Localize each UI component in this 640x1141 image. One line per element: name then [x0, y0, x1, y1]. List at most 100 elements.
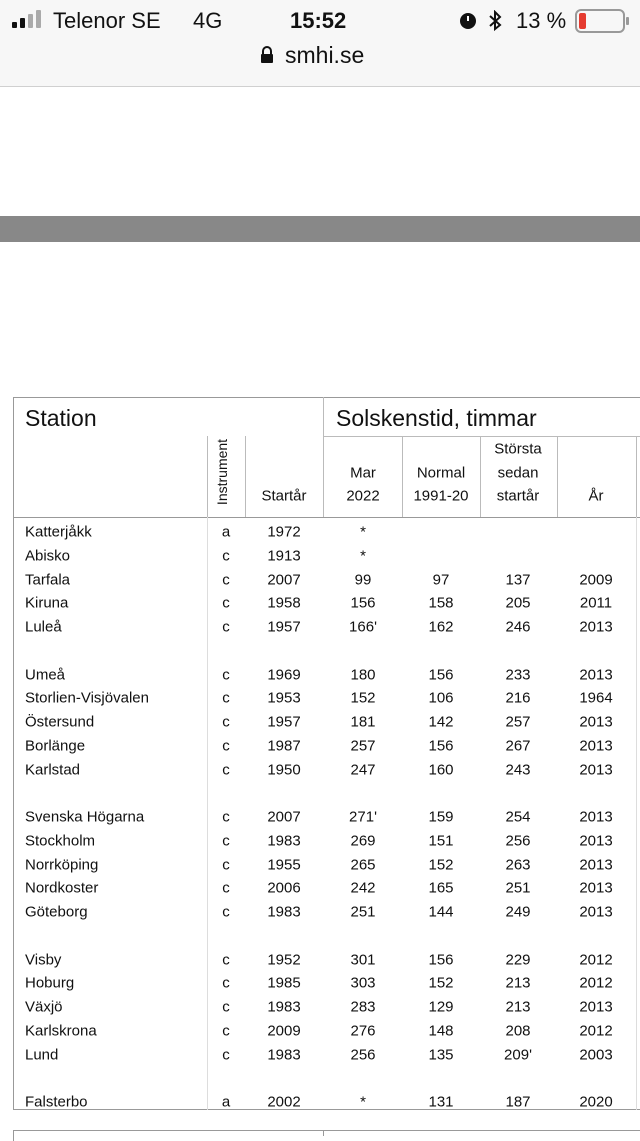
- column-header: Normal: [416, 464, 466, 481]
- table-cell: 283: [350, 998, 376, 1016]
- table-cell: 1983: [267, 998, 301, 1016]
- table-cell: c: [222, 547, 230, 565]
- column-header: 1991-20: [413, 487, 469, 505]
- table-cell: 156: [428, 666, 454, 683]
- table-cell: 303: [350, 974, 376, 992]
- table-cell: 2011: [579, 594, 613, 612]
- station-name: Göteborg: [25, 903, 88, 921]
- table-cell: 213: [505, 998, 531, 1016]
- status-icons: [460, 10, 502, 32]
- table-cell: 187: [505, 1093, 531, 1111]
- table-cell: c: [222, 594, 230, 612]
- table-cell: 1953: [267, 689, 301, 707]
- table-cell: 2012: [579, 1022, 613, 1040]
- lock-icon: [261, 46, 273, 63]
- table-cell: 265: [350, 856, 376, 873]
- table-cell: 1972: [267, 523, 301, 541]
- table-cell: c: [222, 761, 230, 778]
- url[interactable]: smhi.se: [285, 42, 365, 68]
- table-cell: 1985: [267, 974, 301, 992]
- column-header: sedan: [497, 464, 539, 481]
- table-cell: 1952: [267, 951, 301, 968]
- table-cell: c: [222, 951, 230, 968]
- table-rule: [323, 397, 324, 517]
- table-rule: [245, 436, 246, 517]
- station-name: Lund: [25, 1046, 59, 1063]
- table-cell: 151: [428, 832, 454, 850]
- table-cell: 156: [428, 737, 454, 755]
- table-cell: 2013: [579, 761, 613, 778]
- table-rule: [557, 436, 558, 517]
- table-cell: 166': [349, 618, 377, 636]
- table-cell: 142: [428, 713, 454, 731]
- table-cell: 213: [505, 974, 531, 992]
- table: [13, 397, 640, 1110]
- table-cell: 1983: [267, 903, 301, 921]
- table-cell: 148: [428, 1022, 454, 1040]
- station-name: Växjö: [25, 998, 63, 1016]
- table-cell: 2006: [267, 879, 301, 897]
- clock: 15:52: [290, 8, 347, 33]
- station-header: Station: [25, 405, 97, 431]
- table-cell: 2012: [579, 951, 613, 968]
- station-name: Storlien-Visjövalen: [25, 689, 149, 707]
- station-name: Kiruna: [25, 594, 69, 612]
- table-cell: c: [222, 618, 230, 636]
- table-cell: c: [222, 737, 230, 755]
- table-cell: 2013: [579, 856, 613, 873]
- table-cell: 251: [505, 879, 531, 897]
- table-cell: 106: [428, 689, 454, 707]
- table-cell: c: [222, 689, 230, 707]
- table-cell: *: [360, 1093, 366, 1111]
- table-cell: 2013: [579, 666, 613, 683]
- table-cell: 251: [350, 903, 376, 921]
- table-cell: 257: [505, 713, 531, 731]
- station-name: Norrköping: [25, 856, 99, 873]
- table-cell: 160: [428, 761, 454, 778]
- table-rule: [323, 436, 640, 437]
- table-cell: 243: [505, 761, 531, 778]
- table-rule: [13, 517, 640, 518]
- table-cell: 1983: [267, 832, 301, 850]
- table-cell: 257: [350, 737, 376, 755]
- table-cell: c: [222, 974, 230, 992]
- table-cell: *: [360, 523, 366, 541]
- table-cell: 269: [350, 832, 376, 850]
- station-name: Falsterbo: [25, 1093, 88, 1111]
- table-cell: 152: [428, 974, 454, 992]
- carrier: Telenor SE: [53, 8, 161, 33]
- table-cell: 2013: [579, 808, 613, 826]
- table-cell: c: [222, 713, 230, 731]
- table-cell: 1958: [267, 594, 301, 612]
- table-rule: [636, 436, 637, 517]
- table-cell: 2002: [267, 1093, 301, 1111]
- table-cell: 2012: [579, 974, 613, 992]
- table-cell: 137: [505, 571, 531, 588]
- table-rule: [207, 436, 208, 517]
- network: 4G: [193, 8, 223, 33]
- station-name: Karlstad: [25, 761, 81, 778]
- table-cell: *: [360, 547, 366, 565]
- table-cell: 271': [349, 808, 377, 826]
- table-cell: 256: [350, 1046, 376, 1063]
- table-cell: 254: [505, 808, 531, 826]
- table-cell: 242: [350, 879, 376, 897]
- table-cell: 233: [505, 666, 531, 683]
- next-table-divider: [323, 1130, 324, 1136]
- table-cell: 1913: [267, 547, 301, 565]
- table-cell: 1957: [267, 713, 301, 731]
- station-name: Stockholm: [25, 832, 96, 850]
- column-header: Startår: [261, 487, 307, 505]
- instrument-header: Instrument: [214, 438, 230, 506]
- station-name: Östersund: [25, 713, 95, 731]
- table-cell: c: [222, 998, 230, 1016]
- table-cell: 2013: [579, 879, 613, 897]
- table-cell: c: [222, 832, 230, 850]
- table-cell: 205: [505, 594, 531, 612]
- table-cell: 1983: [267, 1046, 301, 1063]
- table-cell: 2007: [267, 808, 301, 826]
- table-cell: 256: [505, 832, 531, 850]
- table-cell: c: [222, 903, 230, 921]
- table-cell: 2013: [579, 713, 613, 731]
